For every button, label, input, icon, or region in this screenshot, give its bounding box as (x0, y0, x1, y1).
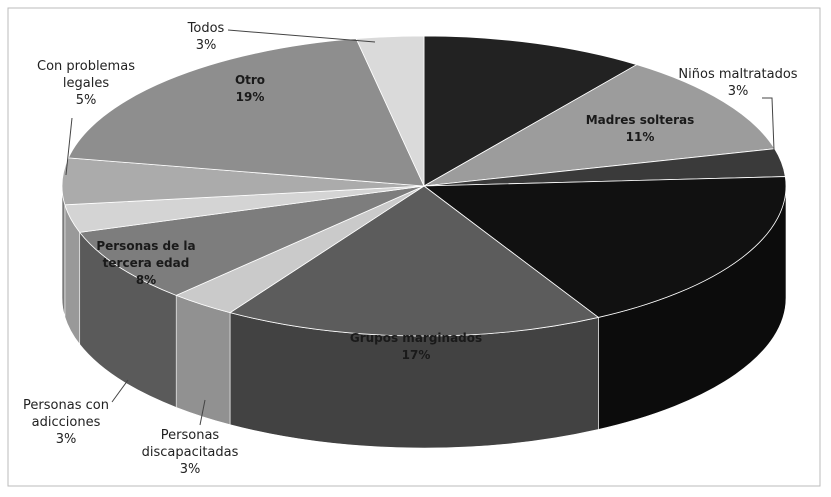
slice-name: Grupos marginados (349, 331, 483, 345)
pie-sides (61, 185, 787, 449)
slice (67, 38, 425, 187)
slice-percent: 8% (135, 273, 157, 287)
leader-line (65, 117, 73, 176)
data-label: Personas discapacitadas 3% (125, 427, 255, 478)
slice-percent: 3% (727, 84, 749, 99)
slice-name: Madres solteras (585, 113, 695, 127)
slice-name: Personas con adicciones (23, 398, 109, 430)
data-label: Otro 19% (220, 72, 280, 106)
slice-percent: 17% (401, 348, 431, 362)
leader-lines (65, 29, 775, 426)
data-label: Personas con adicciones 3% (11, 397, 121, 448)
slice-name: Niños maltratados (678, 67, 798, 82)
leader-line (227, 29, 376, 43)
slice-percent: 3% (179, 462, 201, 477)
slice-name: Personas discapacitadas (141, 428, 239, 460)
slice-side (61, 185, 66, 317)
pie-tops (61, 35, 787, 337)
leader-line (762, 97, 775, 151)
slice-name: Personas de la tercera edad (96, 239, 196, 270)
data-label: Con problemas legales 5% (21, 58, 151, 109)
slice-percent: 11% (625, 130, 655, 144)
data-label: Todos 3% (176, 20, 236, 54)
slice-percent: 19% (235, 90, 265, 104)
slice (423, 64, 776, 187)
slice (355, 35, 425, 187)
slice-percent: 5% (75, 93, 97, 108)
data-label: Personas de la tercera edad 8% (91, 238, 201, 289)
slice-side (175, 294, 231, 426)
slice-name: Con problemas legales (37, 59, 135, 91)
slice-name: Otro (234, 73, 266, 87)
slice (423, 35, 638, 187)
slice (78, 185, 425, 296)
leader-line (111, 379, 129, 403)
leader-line (199, 399, 206, 426)
data-label: Grupos marginados 17% (336, 330, 496, 364)
slice (229, 185, 600, 337)
data-label: Madres solteras 11% (580, 112, 700, 146)
data-label: Niños maltratados 3% (663, 66, 813, 100)
slice-name: Todos (187, 21, 225, 36)
slice-percent: 3% (195, 38, 217, 53)
slice-percent: 3% (55, 432, 77, 447)
slice (422, 176, 787, 318)
